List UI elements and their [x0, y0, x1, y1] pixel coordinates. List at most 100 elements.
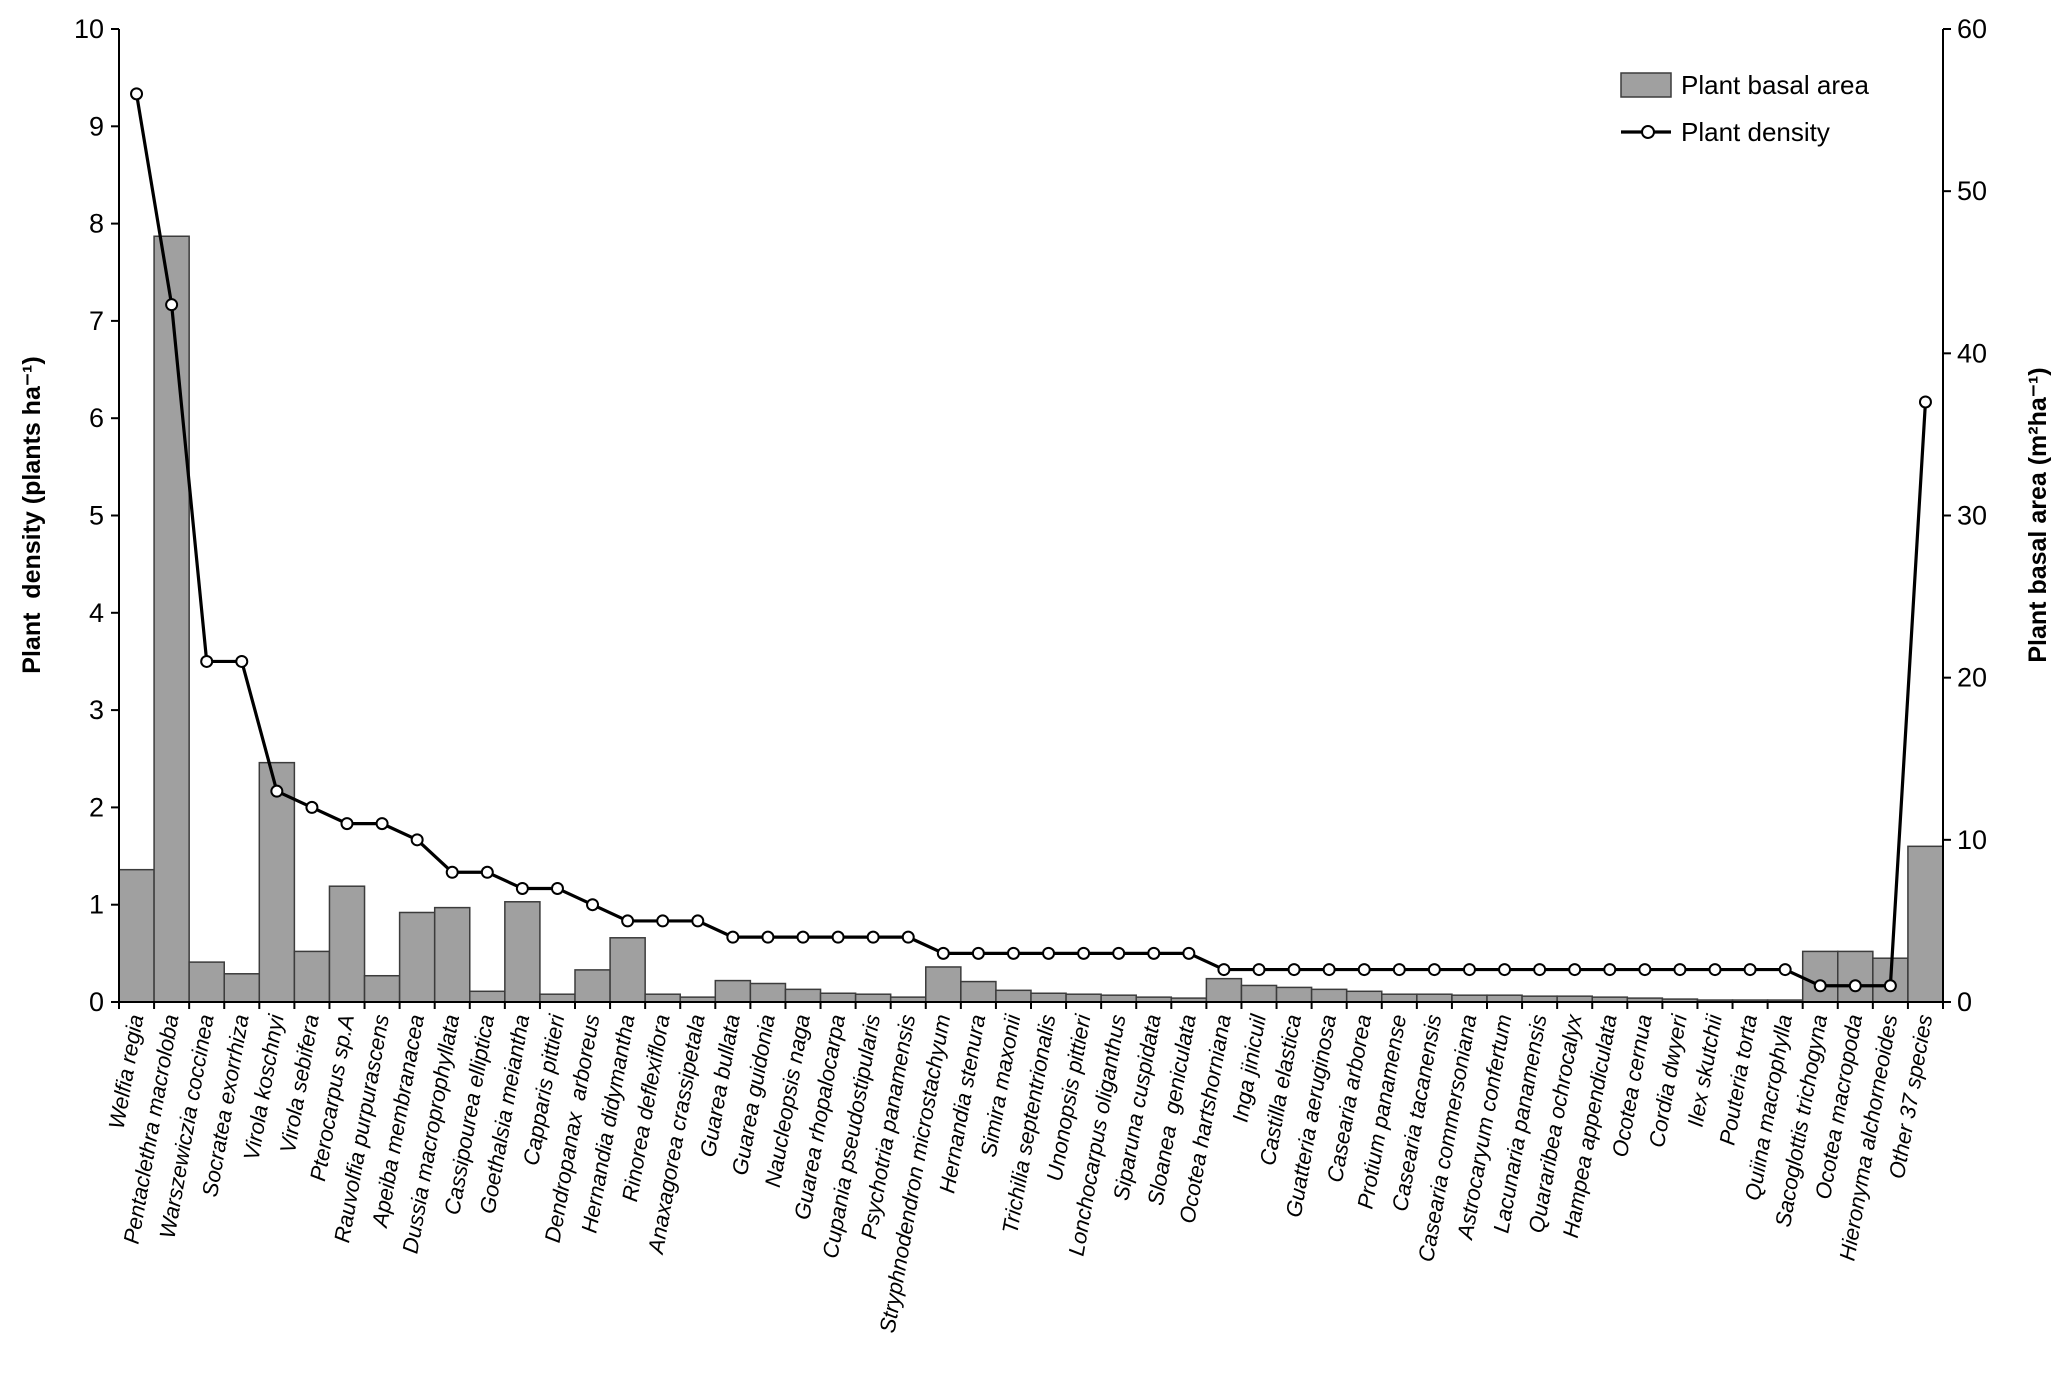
density-point-quiina-macrophylla — [1778, 963, 1792, 977]
density-point-virola-koschnyi — [270, 784, 284, 798]
density-point-welfia-regia — [130, 87, 144, 101]
left-y-tick-label: 3 — [89, 695, 104, 725]
density-point-guarea-guidonia — [761, 930, 775, 944]
bar-casearia-tacanensis — [1416, 993, 1453, 1003]
density-point-simira-maxonii — [1006, 946, 1020, 960]
bar-inga-jinicuil — [1240, 984, 1278, 1003]
density-point-hampea-appendiculata — [1603, 963, 1617, 977]
bar-guarea-rhopalocarpa — [819, 992, 857, 1003]
left-y-tick-label: 9 — [89, 111, 104, 141]
right-y-axis-title: Plant basal area (m²ha⁻¹) — [2024, 367, 2052, 662]
bar-sacoglottis-trichogyna — [1801, 950, 1839, 1003]
bar-guarea-bullata — [714, 979, 752, 1003]
density-point-rauvolfia-purpurascens — [375, 817, 389, 831]
left-y-tick-label: 6 — [89, 403, 104, 433]
density-point-inga-jinicuil — [1252, 963, 1266, 977]
left-y-tick-label: 0 — [89, 987, 104, 1017]
density-point-hieronyma-alchorneoides — [1883, 979, 1897, 993]
density-point-hernandia-didymantha — [621, 914, 635, 928]
bar-hernandia-didymantha — [609, 937, 646, 1003]
density-point-ocotea-macropoda — [1848, 979, 1862, 993]
density-point-pouteria-torta — [1743, 963, 1757, 977]
density-point-other-37-species — [1918, 395, 1932, 409]
bars-group — [118, 235, 1944, 1003]
bar-rinorea-deflexiflora — [644, 993, 681, 1003]
bar-guatteria-aeruginosa — [1310, 988, 1348, 1003]
density-point-apeiba-membranacea — [410, 833, 424, 847]
density-point-sloanea-geniculata — [1182, 946, 1196, 960]
density-point-stryphnodendron-microstachyum — [936, 946, 950, 960]
bar-casearia-commersoniana — [1451, 994, 1488, 1003]
left-y-ticks: 0 1 2 3 4 5 6 7 8 9 10 — [74, 14, 119, 1017]
right-y-tick-label: 10 — [1957, 825, 1987, 855]
bar-guarea-guidonia — [749, 982, 787, 1003]
density-point-virola-sebifera — [305, 800, 319, 814]
bar-virola-koschnyi — [258, 761, 296, 1003]
density-point-ocotea-cernua — [1638, 963, 1652, 977]
density-point-sacoglottis-trichogyna — [1813, 979, 1827, 993]
density-point-guarea-bullata — [726, 930, 740, 944]
bar-apeiba-membranacea — [398, 911, 436, 1003]
axes-group — [118, 29, 1944, 1003]
right-y-tick-label: 30 — [1957, 501, 1987, 531]
bar-stryphnodendron-microstachyum — [925, 966, 962, 1003]
density-point-capparis-pittieri — [550, 881, 564, 895]
density-point-casearia-commersoniana — [1462, 963, 1476, 977]
bar-naucleopsis-naga — [784, 988, 822, 1003]
right-y-tick-label: 20 — [1957, 663, 1987, 693]
left-y-tick-label: 7 — [89, 306, 104, 336]
bar-ocotea-macropoda — [1837, 950, 1874, 1003]
density-point-unonopsis-pittieri — [1077, 946, 1091, 960]
density-point-rinorea-deflexiflora — [656, 914, 670, 928]
left-y-tick-label: 4 — [89, 598, 104, 628]
bar-warszewiczia-coccinea — [188, 961, 225, 1003]
left-y-tick-label: 2 — [89, 792, 104, 822]
density-point-trichilia-septentrionalis — [1042, 946, 1056, 960]
bar-cupania-pseudostipularis — [854, 993, 892, 1003]
bar-astrocaryum-confertum — [1486, 994, 1523, 1003]
bar-pterocarpus-sp-a — [328, 885, 366, 1003]
density-point-quararibea-ochrocalyx — [1568, 963, 1582, 977]
density-point-hernandia-stenura — [971, 946, 985, 960]
density-point-cassipourea-elliptica — [480, 865, 494, 879]
bar-lonchocarpus-oliganthus — [1100, 994, 1137, 1003]
bar-trichilia-septentrionalis — [1030, 992, 1067, 1003]
left-y-tick-label: 10 — [74, 14, 104, 44]
legend-marker-swatch — [1641, 125, 1655, 139]
density-point-protium-panamense — [1392, 963, 1406, 977]
density-point-anaxagorea-crassipetala — [691, 914, 705, 928]
density-point-ilex-skutchii — [1708, 963, 1722, 977]
right-y-tick-label: 40 — [1957, 338, 1987, 368]
bar-socratea-exorrhiza — [223, 973, 261, 1003]
legend-bar-swatch — [1620, 72, 1672, 98]
density-point-dendropanax-arboreus — [586, 898, 600, 912]
density-point-casearia-tacanensis — [1427, 963, 1441, 977]
density-point-guatteria-aeruginosa — [1322, 963, 1336, 977]
right-y-tick-label: 60 — [1957, 14, 1987, 44]
bar-pentaclethra-macroloba — [153, 235, 190, 1003]
density-point-astrocaryum-confertum — [1498, 963, 1512, 977]
right-y-tick-label: 0 — [1957, 987, 1972, 1017]
bar-dussia-macroprophyllata — [433, 906, 471, 1003]
legend-label-basal-area: Plant basal area — [1681, 70, 1869, 100]
density-point-cordia-dwyeri — [1673, 963, 1687, 977]
density-point-socratea-exorrhiza — [235, 654, 249, 668]
bar-welfia-regia — [118, 868, 155, 1003]
bar-unonopsis-pittieri — [1065, 993, 1102, 1003]
bar-ocotea-hartshorniana — [1205, 977, 1243, 1003]
x-ticks — [118, 1002, 1944, 1009]
density-point-psychotria-panamensis — [901, 930, 915, 944]
left-y-axis-title: Plant density (plants ha⁻¹) — [18, 356, 46, 673]
plant-density-line — [134, 93, 1928, 988]
bar-rauvolfia-purpurascens — [363, 974, 401, 1003]
bar-capparis-pittieri — [539, 993, 576, 1003]
density-point-casearia-arborea — [1357, 963, 1371, 977]
density-point-naucleopsis-naga — [796, 930, 810, 944]
bar-cassipourea-elliptica — [469, 990, 506, 1003]
density-point-ocotea-hartshorniana — [1217, 963, 1231, 977]
bar-protium-panamense — [1381, 993, 1418, 1003]
legend: Plant basal area Plant density — [1620, 70, 1869, 147]
right-y-ticks: 0 10 20 30 40 50 60 — [1943, 14, 1987, 1017]
